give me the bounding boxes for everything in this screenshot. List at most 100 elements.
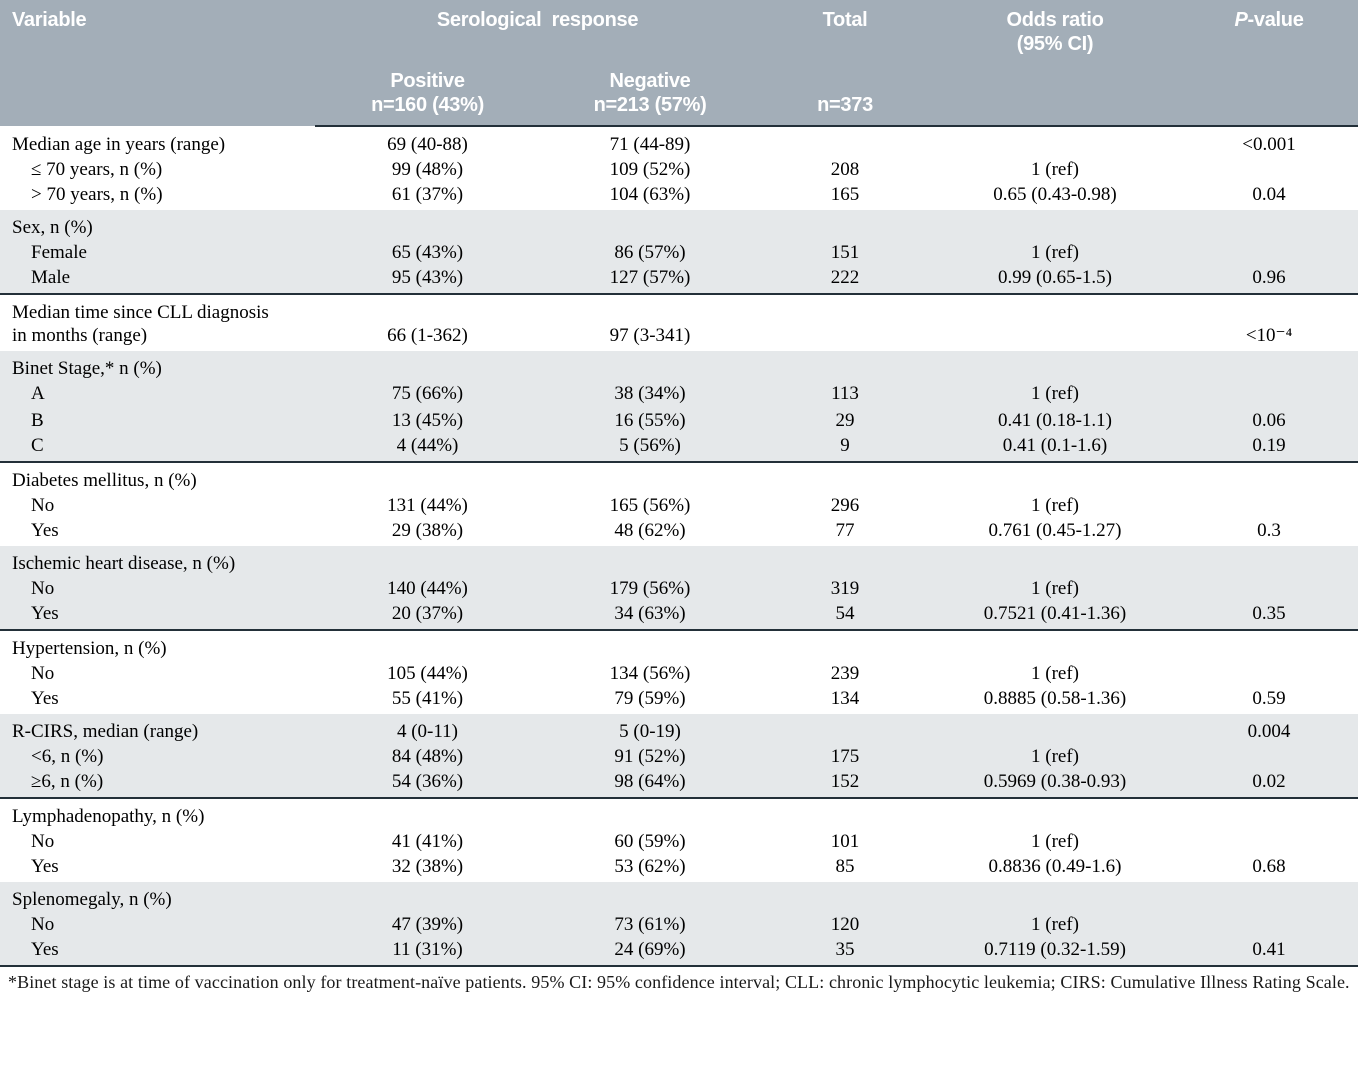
table-row: Ischemic heart disease, n (%): [0, 546, 1358, 575]
total-label: Total: [822, 9, 868, 31]
table-row: <6, n (%) 84 (48%) 91 (52%) 175 1 (ref): [0, 743, 1358, 770]
cell-variable-label: > 70 years, n (%): [31, 184, 163, 205]
cell-positive: [315, 882, 540, 911]
variable-label: Variable: [12, 9, 87, 31]
cell-variable-label: ≥6, n (%): [0, 770, 315, 799]
cell-negative: 79 (59%): [614, 688, 686, 709]
cell-total: 152: [760, 770, 931, 799]
total-n-label: n=373: [817, 94, 873, 116]
cell-negative: 5 (0-19): [540, 714, 761, 743]
cell-total: [760, 126, 930, 156]
cell-negative: 104 (63%): [609, 184, 691, 205]
cell-odds-ratio: 1 (ref): [1031, 831, 1080, 852]
table-row: Hypertension, n (%): [0, 630, 1358, 660]
cell-variable-label: Hypertension, n (%): [12, 638, 167, 659]
table-row: No 105 (44%) 134 (56%) 239 1 (ref): [0, 660, 1358, 687]
cell-p-value: 0.59: [1252, 688, 1286, 709]
table-row: > 70 years, n (%) 61 (37%) 104 (63%) 165 0.6…: [0, 183, 1358, 210]
subcolumn-header-p-spacer: [1180, 56, 1358, 127]
cell-p-value: [1180, 660, 1358, 687]
cell-positive: [315, 210, 540, 239]
cell-p-value: [1180, 380, 1358, 407]
cell-negative: [540, 294, 760, 324]
table-row: B 13 (45%) 16 (55%) 29 0.41 (0.18-1.1) 0.06: [0, 407, 1358, 434]
cell-p-value: 0.02: [1180, 770, 1358, 799]
cell-total: 113: [760, 380, 931, 407]
cell-negative: 34 (63%): [540, 602, 761, 631]
cell-odds-ratio: 0.7119 (0.32-1.59): [930, 938, 1181, 967]
cell-positive: [315, 546, 540, 575]
cell-positive: 65 (43%): [315, 239, 540, 266]
cell-variable-label: Diabetes mellitus, n (%): [12, 470, 197, 491]
table-row: Sex, n (%): [0, 210, 1358, 239]
cell-odds-ratio: [930, 798, 1180, 828]
cell-negative: 165 (56%): [609, 495, 691, 516]
cell-negative: [540, 210, 761, 239]
cell-odds-ratio: 0.5969 (0.38-0.93): [930, 770, 1181, 799]
cell-variable-label: Yes: [31, 520, 59, 541]
cell-variable-label: Yes: [0, 938, 315, 967]
cell-odds-ratio: 1 (ref): [1031, 495, 1080, 516]
cell-total: [760, 294, 930, 324]
cell-odds-ratio: [930, 546, 1181, 575]
cell-odds-ratio: 0.41 (0.18-1.1): [930, 407, 1181, 434]
column-header-variable: Variable: [0, 0, 315, 126]
cell-negative: [540, 798, 760, 828]
cell-p-value: [1180, 630, 1358, 660]
table-row: Yes 32 (38%) 53 (62%) 85 0.8836 (0.49-1.6) 0.…: [0, 855, 1358, 882]
cell-p-value: <10⁻⁴: [1245, 325, 1293, 346]
table-row: Diabetes mellitus, n (%): [0, 462, 1358, 492]
cell-variable-label: Yes: [31, 856, 59, 877]
table-row: No 131 (44%) 165 (56%) 296 1 (ref): [0, 492, 1358, 519]
cell-odds-ratio: [930, 630, 1180, 660]
cell-positive: 20 (37%): [315, 602, 540, 631]
cell-variable-label: C: [0, 434, 315, 463]
table-row: Median time since CLL diagnosis: [0, 294, 1358, 324]
cell-p-value: 0.41: [1180, 938, 1358, 967]
cell-total: [760, 882, 931, 911]
cell-odds-ratio: 1 (ref): [1031, 159, 1080, 180]
header-row-2: Positive n=160 (43%) Negative n=213 (57%…: [0, 56, 1358, 127]
p-value-label: P-value: [1234, 9, 1304, 31]
cell-total: 85: [835, 856, 855, 877]
table-row: ≥6, n (%) 54 (36%) 98 (64%) 152 0.5969 (0.38…: [0, 770, 1358, 799]
cell-variable-label: No: [0, 575, 315, 602]
cell-total: 222: [760, 266, 931, 295]
cell-positive: 54 (36%): [315, 770, 540, 799]
cell-variable-label: Lymphadenopathy, n (%): [12, 806, 205, 827]
cell-total: 9: [760, 434, 931, 463]
cell-total: 165: [830, 184, 860, 205]
cell-total: 296: [830, 495, 860, 516]
table-row: Lymphadenopathy, n (%): [0, 798, 1358, 828]
cell-odds-ratio: 0.761 (0.45-1.27): [988, 520, 1122, 541]
table-row: No 47 (39%) 73 (61%) 120 1 (ref): [0, 911, 1358, 938]
cell-variable-label: No: [31, 663, 55, 684]
table-footnote: *Binet stage is at time of vaccination o…: [8, 972, 1350, 992]
cell-negative: [540, 462, 760, 492]
cell-negative: 73 (61%): [540, 911, 761, 938]
cell-variable-label: Binet Stage,* n (%): [0, 351, 315, 380]
cell-variable-label: Female: [0, 239, 315, 266]
table-row: Median age in years (range) 69 (40-88) 71 …: [0, 126, 1358, 156]
cell-total: 77: [835, 520, 855, 541]
table-row: in months (range) 66 (1-362) 97 (3-341) <10…: [0, 324, 1358, 351]
cell-p-value: 0.06: [1180, 407, 1358, 434]
cell-p-value: [1180, 546, 1358, 575]
odds-ratio-label: Odds ratio (95% CI): [1006, 9, 1104, 55]
cell-total: [760, 630, 930, 660]
cell-odds-ratio: [930, 294, 1180, 324]
cell-negative: [540, 882, 761, 911]
column-header-p-value: P-value: [1180, 0, 1358, 56]
cell-total: 54: [760, 602, 931, 631]
table-row: Binet Stage,* n (%): [0, 351, 1358, 380]
cell-p-value: 0.96: [1180, 266, 1358, 295]
cell-positive: [315, 798, 540, 828]
cell-positive: 105 (44%): [387, 663, 468, 684]
table-row: A 75 (66%) 38 (34%) 113 1 (ref): [0, 380, 1358, 407]
cell-negative: 86 (57%): [540, 239, 761, 266]
cell-variable-label: in months (range): [12, 325, 148, 346]
cell-p-value: <0.001: [1242, 134, 1296, 155]
cell-p-value: 0.3: [1257, 520, 1281, 541]
